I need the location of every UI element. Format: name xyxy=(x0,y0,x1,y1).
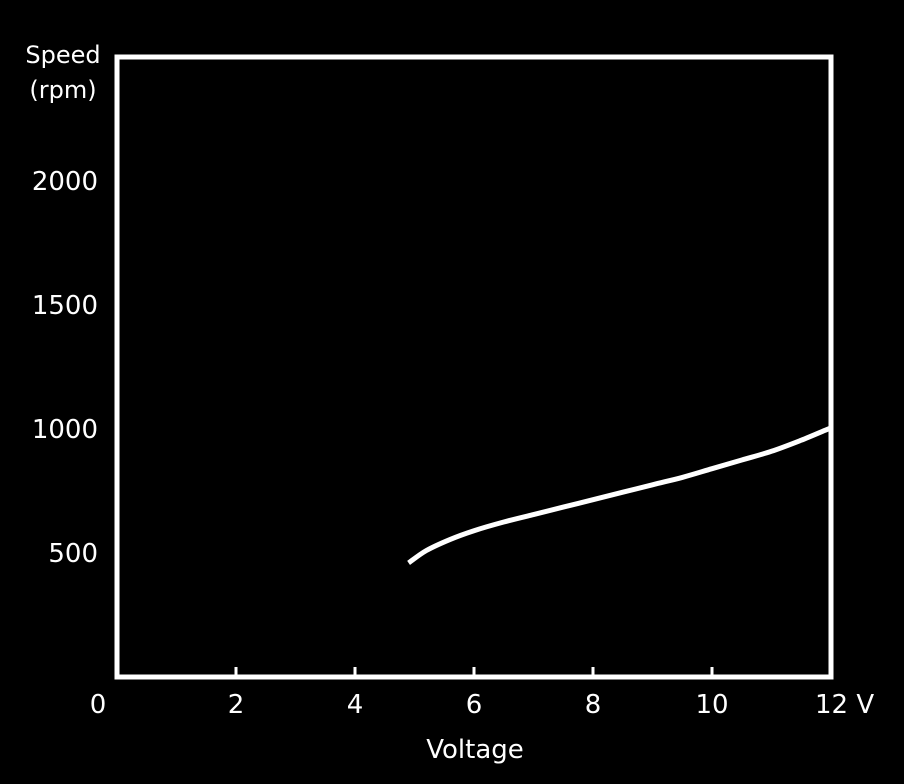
series-line-0 xyxy=(407,425,832,565)
y-axis-label-line2: (rpm) xyxy=(29,76,96,104)
y-axis-ticks: 500 1000 1500 2000 xyxy=(32,167,98,569)
x-tick-label: 4 xyxy=(347,690,364,720)
x-tick-label: 2 xyxy=(228,690,245,720)
x-tick-label: 6 xyxy=(466,690,483,720)
y-tick-label: 2000 xyxy=(32,167,98,197)
x-axis-ticks: 0 2 4 6 8 10 12 V xyxy=(90,667,874,720)
x-tick-label: 12 V xyxy=(815,690,874,720)
y-tick-label: 500 xyxy=(48,539,98,569)
grid-lines xyxy=(160,179,831,555)
plot-frame xyxy=(114,54,834,680)
series-layer xyxy=(407,425,832,565)
y-tick-label: 1500 xyxy=(32,291,98,321)
y-axis-label-line1: Speed xyxy=(25,41,100,69)
x-tick-label: 8 xyxy=(585,690,602,720)
y-tick-label: 1000 xyxy=(32,415,98,445)
x-tick-label: 10 xyxy=(695,690,728,720)
x-tick-label: 0 xyxy=(90,690,107,720)
x-axis-label: Voltage xyxy=(426,735,524,765)
